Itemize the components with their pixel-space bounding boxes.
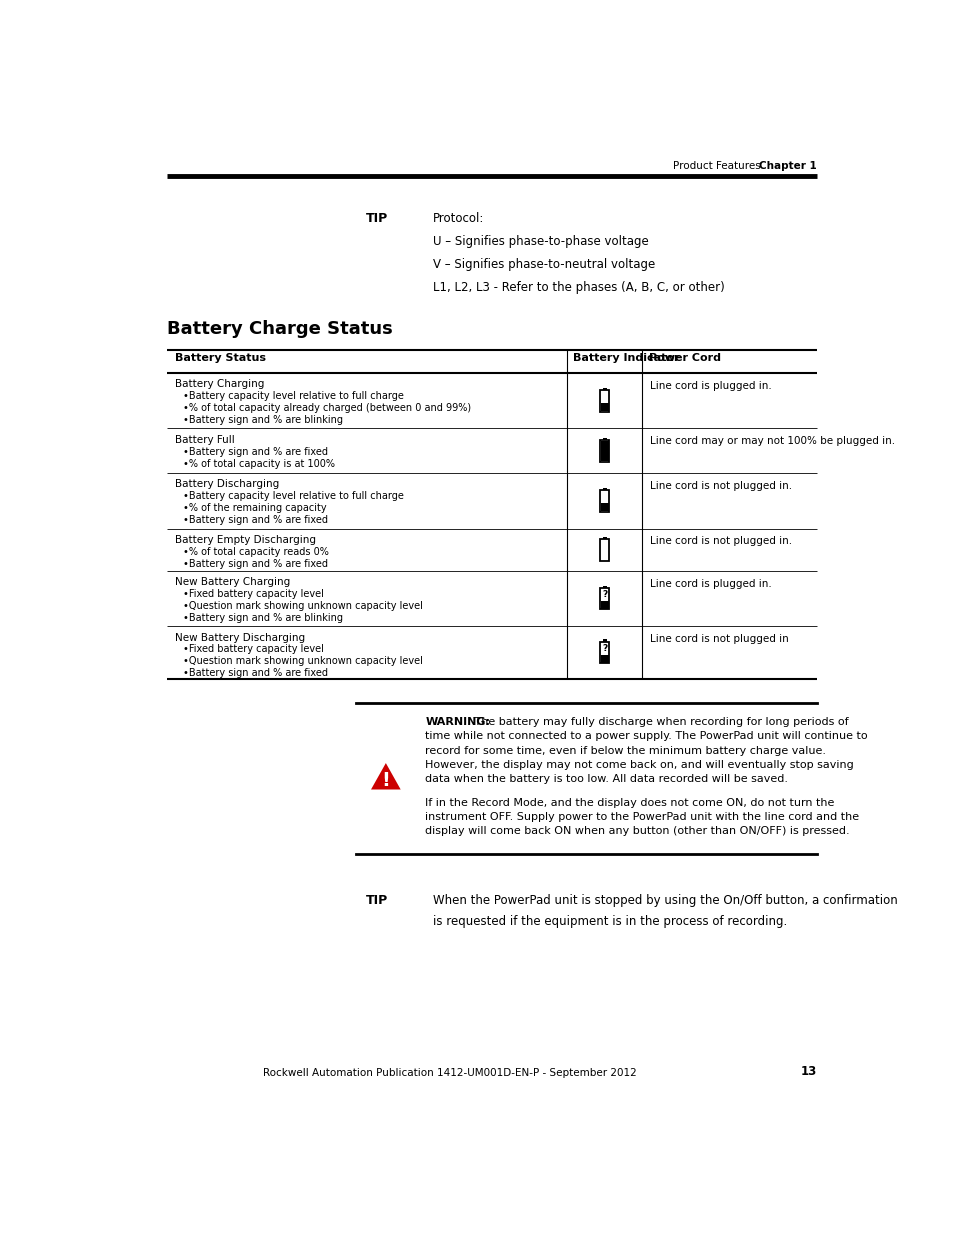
Polygon shape [602,437,606,440]
Text: V – Signifies phase-to-neutral voltage: V – Signifies phase-to-neutral voltage [433,258,655,272]
Text: Chapter 1: Chapter 1 [759,161,816,170]
Text: Battery Discharging: Battery Discharging [174,479,279,489]
Text: Battery Status: Battery Status [174,353,266,363]
Text: Rockwell Automation Publication 1412-UM001D-EN-P - September 2012: Rockwell Automation Publication 1412-UM0… [263,1067,637,1078]
Polygon shape [599,588,609,609]
Text: U – Signifies phase-to-phase voltage: U – Signifies phase-to-phase voltage [433,235,648,248]
Text: Line cord may or may not 100% be plugged in.: Line cord may or may not 100% be plugged… [649,436,894,446]
Text: •Question mark showing unknown capacity level: •Question mark showing unknown capacity … [183,656,422,667]
Text: Line cord is not plugged in: Line cord is not plugged in [649,634,788,645]
Text: Battery Charge Status: Battery Charge Status [167,320,393,338]
Text: •Battery sign and % are blinking: •Battery sign and % are blinking [183,415,342,425]
Text: •Fixed battery capacity level: •Fixed battery capacity level [183,645,323,655]
Text: •% of total capacity reads 0%: •% of total capacity reads 0% [183,547,329,557]
Polygon shape [600,655,608,663]
Polygon shape [600,504,608,511]
Polygon shape [371,763,400,789]
Polygon shape [600,404,608,411]
Text: •Fixed battery capacity level: •Fixed battery capacity level [183,589,323,599]
Polygon shape [599,642,609,663]
Polygon shape [602,388,606,390]
Text: Line cord is plugged in.: Line cord is plugged in. [649,579,771,589]
Text: Line cord is plugged in.: Line cord is plugged in. [649,380,771,390]
Text: When the PowerPad unit is stopped by using the On/Off button, a confirmation: When the PowerPad unit is stopped by usi… [433,894,897,908]
Text: time while not connected to a power supply. The PowerPad unit will continue to: time while not connected to a power supp… [425,731,867,741]
Text: display will come back ON when any button (other than ON/OFF) is pressed.: display will come back ON when any butto… [425,826,849,836]
Text: record for some time, even if below the minimum battery charge value.: record for some time, even if below the … [425,746,825,756]
Polygon shape [602,640,606,642]
Text: Battery Full: Battery Full [174,435,234,445]
Text: Power Cord: Power Cord [648,353,720,363]
Text: The battery may fully discharge when recording for long periods of: The battery may fully discharge when rec… [471,718,848,727]
Polygon shape [602,537,606,538]
Text: data when the battery is too low. All data recorded will be saved.: data when the battery is too low. All da… [425,774,787,784]
Text: Protocol:: Protocol: [433,212,484,225]
Text: However, the display may not come back on, and will eventually stop saving: However, the display may not come back o… [425,760,853,769]
Text: !: ! [381,771,390,789]
Text: Battery Empty Discharging: Battery Empty Discharging [174,535,315,545]
Text: If in the Record Mode, and the display does not come ON, do not turn the: If in the Record Mode, and the display d… [425,798,834,808]
Text: 13: 13 [800,1065,816,1078]
Text: •Question mark showing unknown capacity level: •Question mark showing unknown capacity … [183,601,422,611]
Text: ?: ? [601,590,607,599]
Text: •Battery sign and % are blinking: •Battery sign and % are blinking [183,613,342,622]
Text: Line cord is not plugged in.: Line cord is not plugged in. [649,536,791,546]
Text: •Battery sign and % are fixed: •Battery sign and % are fixed [183,668,328,678]
Polygon shape [599,440,609,462]
Text: •Battery sign and % are fixed: •Battery sign and % are fixed [183,447,328,457]
Polygon shape [599,538,609,561]
Text: is requested if the equipment is in the process of recording.: is requested if the equipment is in the … [433,915,786,929]
Text: •% of the remaining capacity: •% of the remaining capacity [183,503,326,514]
Polygon shape [602,585,606,588]
Text: instrument OFF. Supply power to the PowerPad unit with the line cord and the: instrument OFF. Supply power to the Powe… [425,811,859,823]
Text: •% of total capacity is at 100%: •% of total capacity is at 100% [183,458,335,468]
Text: •Battery capacity level relative to full charge: •Battery capacity level relative to full… [183,492,403,501]
Text: TIP: TIP [365,212,388,225]
Polygon shape [600,441,608,461]
Text: Battery Charging: Battery Charging [174,379,264,389]
Text: WARNING:: WARNING: [425,718,490,727]
Text: L1, L2, L3 - Refer to the phases (A, B, C, or other): L1, L2, L3 - Refer to the phases (A, B, … [433,282,724,294]
Text: New Battery Charging: New Battery Charging [174,577,290,587]
Polygon shape [602,488,606,490]
Text: Battery Indicator: Battery Indicator [573,353,679,363]
Polygon shape [599,390,609,411]
Text: •Battery sign and % are fixed: •Battery sign and % are fixed [183,558,328,568]
Text: •Battery capacity level relative to full charge: •Battery capacity level relative to full… [183,391,403,401]
Text: •% of total capacity already charged (between 0 and 99%): •% of total capacity already charged (be… [183,403,471,412]
Text: •Battery sign and % are fixed: •Battery sign and % are fixed [183,515,328,525]
Text: ?: ? [601,645,607,653]
Text: Product Features: Product Features [673,161,760,170]
Polygon shape [599,490,609,511]
Text: Line cord is not plugged in.: Line cord is not plugged in. [649,480,791,490]
Text: New Battery Discharging: New Battery Discharging [174,632,305,642]
Polygon shape [600,601,608,609]
Text: TIP: TIP [365,894,388,908]
